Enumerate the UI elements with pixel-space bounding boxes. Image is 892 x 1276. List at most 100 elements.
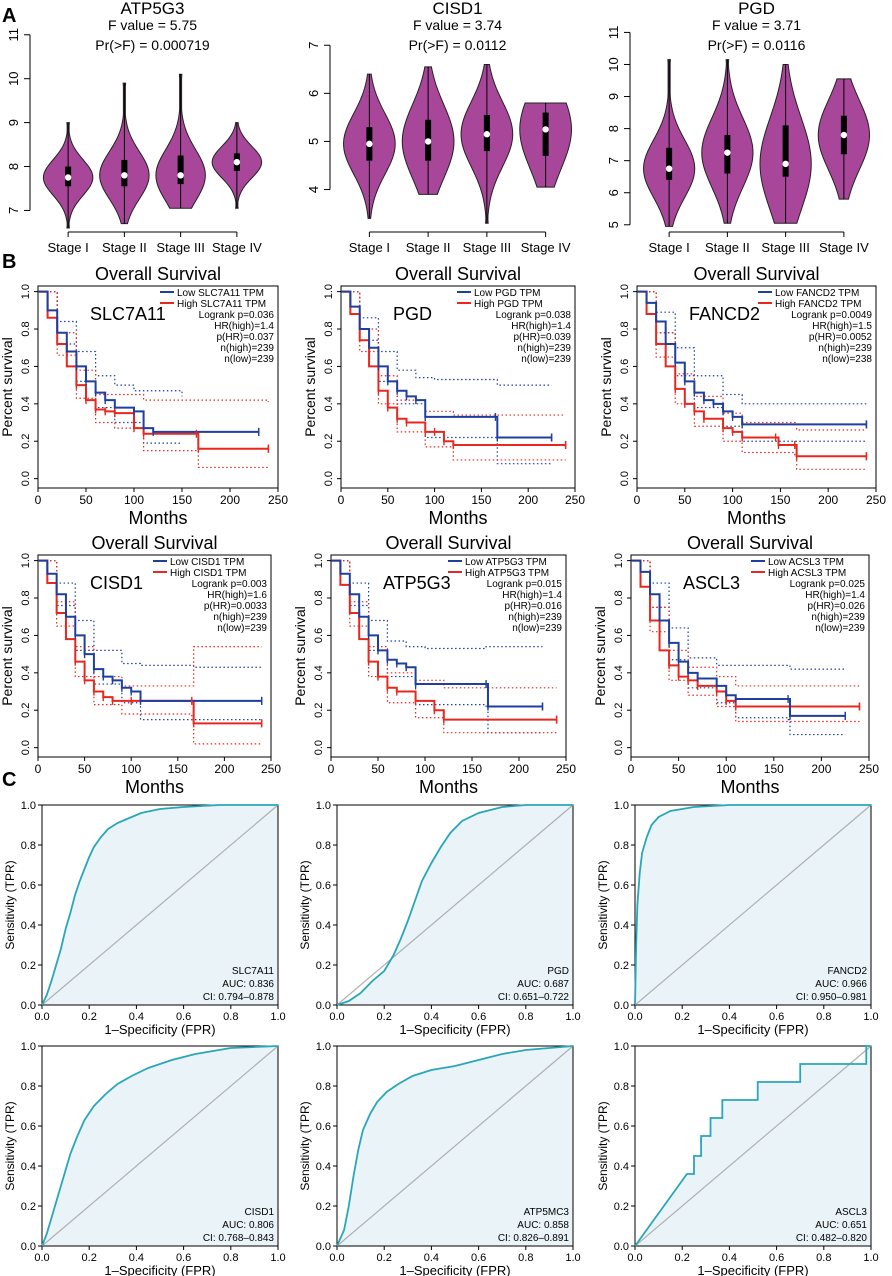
- km-gene-label: FANCD2: [689, 304, 760, 324]
- km-low-ci-upper: [331, 560, 543, 650]
- km-chart-ascl3: Overall Survival Months Percent survival 0 5…: [592, 533, 879, 797]
- roc-x-tick-label: 0.6: [176, 1011, 191, 1023]
- km-y-tick-label: 0.8: [20, 321, 32, 336]
- roc-y-tick-label: 0.0: [21, 1241, 36, 1253]
- km-y-tick-label: 0.6: [20, 628, 32, 643]
- km-y-tick-label: 0.0: [619, 471, 631, 486]
- roc-ci: CI: 0.950–0.981: [796, 992, 868, 1003]
- roc-y-tick-label: 0.6: [316, 880, 331, 892]
- roc-y-tick-label: 0.2: [614, 960, 629, 972]
- violin-p-value: Pr(>F) = 0.0116: [708, 37, 806, 53]
- violin-median: [724, 149, 731, 156]
- violin-f-value: F value = 5.75: [108, 17, 197, 33]
- km-y-tick-label: 0.2: [323, 434, 335, 449]
- km-legend-high: High PGD TPM: [474, 299, 543, 310]
- km-gene-label: CISD1: [90, 573, 143, 593]
- km-y-label: Percent survival: [292, 606, 308, 706]
- km-y-tick-label: 1.0: [613, 553, 625, 568]
- violin-y-tick-label: 9: [606, 93, 621, 100]
- roc-y-tick-label: 1.0: [21, 1041, 36, 1053]
- km-title: Overall Survival: [385, 533, 511, 553]
- violin-x-tick-label: Stage II: [406, 240, 451, 255]
- km-y-tick-label: 1.0: [323, 284, 335, 299]
- roc-x-label: 1–Specificity (FPR): [399, 1263, 510, 1276]
- roc-y-tick-label: 1.0: [316, 1041, 331, 1053]
- km-stat: n(high)=239: [508, 612, 562, 623]
- roc-curve: [336, 1045, 574, 1247]
- km-y-tick-label: 0.6: [323, 359, 335, 374]
- km-x-tick-label: 150: [770, 493, 790, 507]
- km-y-tick-label: 1.0: [619, 284, 631, 299]
- roc-x-tick-label: 0.6: [471, 1011, 486, 1023]
- violin-y-tick-label: 6: [606, 189, 621, 196]
- km-y-tick-label: 0.8: [323, 321, 335, 336]
- km-legend-high: High ACSL3 TPM: [768, 568, 846, 579]
- km-y-tick-label: 0.2: [20, 434, 32, 449]
- roc-y-tick-label: 0.2: [316, 1201, 331, 1213]
- violin-p-value: Pr(>F) = 0.0112: [409, 37, 507, 53]
- roc-x-label: 1–Specificity (FPR): [104, 1022, 215, 1037]
- km-stat: Logrank p=0.0049: [791, 310, 872, 321]
- roc-x-tick-label: 0.6: [471, 1252, 486, 1264]
- km-high-curve: [341, 290, 566, 446]
- km-legend-low: Low FANCD2 TPM: [775, 288, 859, 299]
- roc-chart-fancd2: 0.00.0 0.2 0.2 0.4 0.4 0.6 0.6 0.8 0.8 1.0 1.0 1–Sp…: [596, 800, 879, 1037]
- km-y-tick-label: 0.4: [20, 665, 32, 680]
- km-y-tick-label: 0.6: [619, 359, 631, 374]
- km-high-ci-lower: [341, 291, 566, 461]
- km-x-tick-label: 200: [518, 493, 538, 507]
- violin-box: [177, 155, 184, 185]
- roc-y-tick-label: 0.4: [614, 1161, 629, 1173]
- km-stat: HR(high)=1.6: [207, 590, 267, 601]
- roc-diagonal: [634, 804, 872, 1006]
- roc-x-tick-label: 1.0: [565, 1011, 580, 1023]
- km-stat: p(HR)=0.016: [504, 601, 562, 612]
- roc-y-tick-label: 0.0: [614, 1241, 629, 1253]
- violin-x-tick-label: Stage III: [156, 240, 204, 255]
- roc-y-tick-label: 0.6: [21, 880, 36, 892]
- roc-chart-ascl3: 0.00.0 0.2 0.2 0.4 0.4 0.6 0.6 0.8 0.8 1.0 1.0 1–Sp…: [596, 1041, 879, 1276]
- km-legend-high: High ATP5G3 TPM: [465, 568, 549, 579]
- roc-diagonal: [634, 1045, 872, 1247]
- km-x-tick-label: 100: [425, 493, 445, 507]
- roc-y-label: Sensitivity (TPR): [298, 1101, 312, 1190]
- violin-y-tick-label: 11: [6, 28, 21, 42]
- km-x-tick-label: 0: [338, 493, 345, 507]
- violin-x-tick-label: Stage III: [761, 240, 809, 255]
- km-stat: Logrank p=0.038: [496, 310, 572, 321]
- roc-x-label: 1–Specificity (FPR): [399, 1022, 510, 1037]
- km-legend-low: Low ATP5G3 TPM: [465, 557, 547, 568]
- roc-diagonal: [336, 804, 574, 1006]
- km-x-tick-label: 200: [220, 493, 240, 507]
- violin-median: [840, 131, 848, 139]
- roc-x-tick-label: 0.4: [424, 1011, 439, 1023]
- violin-x-tick-label: Stage I: [48, 240, 89, 255]
- roc-y-tick-label: 0.2: [614, 1201, 629, 1213]
- roc-auc: AUC: 0.806: [222, 1220, 274, 1231]
- roc-y-label: Sensitivity (TPR): [298, 860, 312, 949]
- km-gene-label: SLC7A11: [90, 304, 166, 324]
- violin-median: [233, 158, 241, 166]
- km-stat: Logrank p=0.003: [192, 579, 268, 590]
- roc-y-tick-label: 0.4: [21, 920, 36, 932]
- km-stat: n(high)=239: [818, 343, 872, 354]
- km-frame: [630, 554, 870, 758]
- km-chart-slc7a11: Overall Survival Months Percent survival 0 5…: [0, 264, 288, 528]
- km-chart-pgd: Overall Survival Months Percent survival 0 5…: [302, 264, 585, 528]
- roc-y-tick-label: 0.2: [21, 960, 36, 972]
- km-y-label: Percent survival: [0, 337, 15, 437]
- roc-auc: AUC: 0.836: [222, 979, 274, 990]
- km-y-tick-label: 1.0: [313, 553, 325, 568]
- violin-title: ATP5G3: [121, 0, 185, 18]
- violin-box: [666, 147, 673, 180]
- km-x-tick-label: 100: [121, 762, 141, 776]
- violin-median: [665, 165, 673, 172]
- panel-label-b: B: [2, 251, 16, 273]
- km-x-tick-label: 100: [723, 493, 743, 507]
- km-x-tick-label: 250: [556, 762, 576, 776]
- roc-chart-slc7a11: 0.00.0 0.2 0.2 0.4 0.4 0.6 0.6 0.8 0.8 1.0 1.0 1–Sp…: [3, 800, 286, 1037]
- km-y-tick-label: 0.6: [613, 628, 625, 643]
- km-x-tick-label: 0: [35, 493, 42, 507]
- violin-x-tick-label: Stage IV: [521, 240, 571, 255]
- km-stat: p(HR)=0.0052: [809, 332, 873, 343]
